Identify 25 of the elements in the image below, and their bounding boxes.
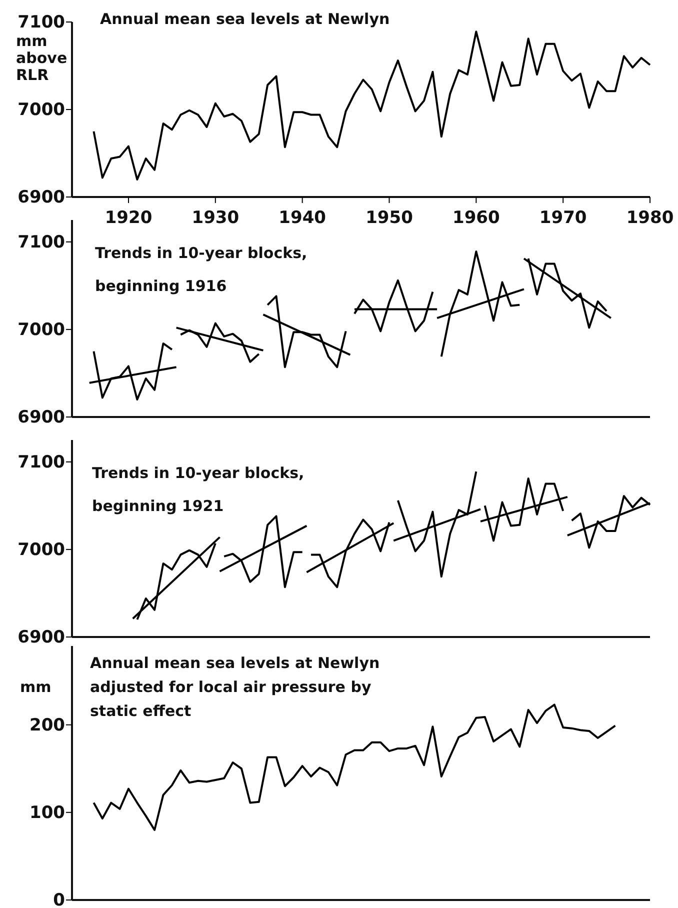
y-tick-label: 7100 bbox=[18, 232, 66, 252]
x-tick-label: 1940 bbox=[278, 208, 326, 228]
x-tick-label: 1920 bbox=[104, 208, 152, 228]
x-tick-label: 1980 bbox=[626, 208, 674, 228]
y-tick-label: 6900 bbox=[18, 407, 66, 428]
x-tick-label: 1970 bbox=[539, 208, 587, 228]
text: Trends in 10-year blocks, beginning 1921 bbox=[92, 464, 304, 515]
y-tick-label: 0 bbox=[53, 890, 66, 908]
y-axis-title: mm bbox=[20, 678, 52, 696]
y-tick-label: 7000 bbox=[18, 540, 66, 560]
y-tick-label: 6900 bbox=[18, 187, 66, 208]
y-tick-label: 7000 bbox=[18, 320, 66, 340]
y-tick-label: 6900 bbox=[18, 627, 66, 648]
x-tick-label: 1960 bbox=[452, 208, 500, 228]
y-tick-label: 200 bbox=[30, 715, 66, 736]
x-tick-label: 1930 bbox=[192, 208, 240, 228]
y-tick-label: 7000 bbox=[18, 100, 66, 120]
text: Trends in 10-year blocks, beginning 1916 bbox=[95, 244, 308, 295]
chart-title: Annual mean sea levels at Newlyn bbox=[100, 10, 390, 28]
y-tick-label: 100 bbox=[30, 802, 66, 823]
y-tick-label: 7100 bbox=[18, 12, 66, 32]
text: Annual mean sea levels at Newlyn adjusted for local air pressure by static effect bbox=[90, 654, 380, 720]
y-tick-label: 7100 bbox=[18, 452, 66, 472]
y-axis-title: mm above RLR bbox=[16, 32, 68, 84]
x-tick-label: 1950 bbox=[366, 208, 414, 228]
